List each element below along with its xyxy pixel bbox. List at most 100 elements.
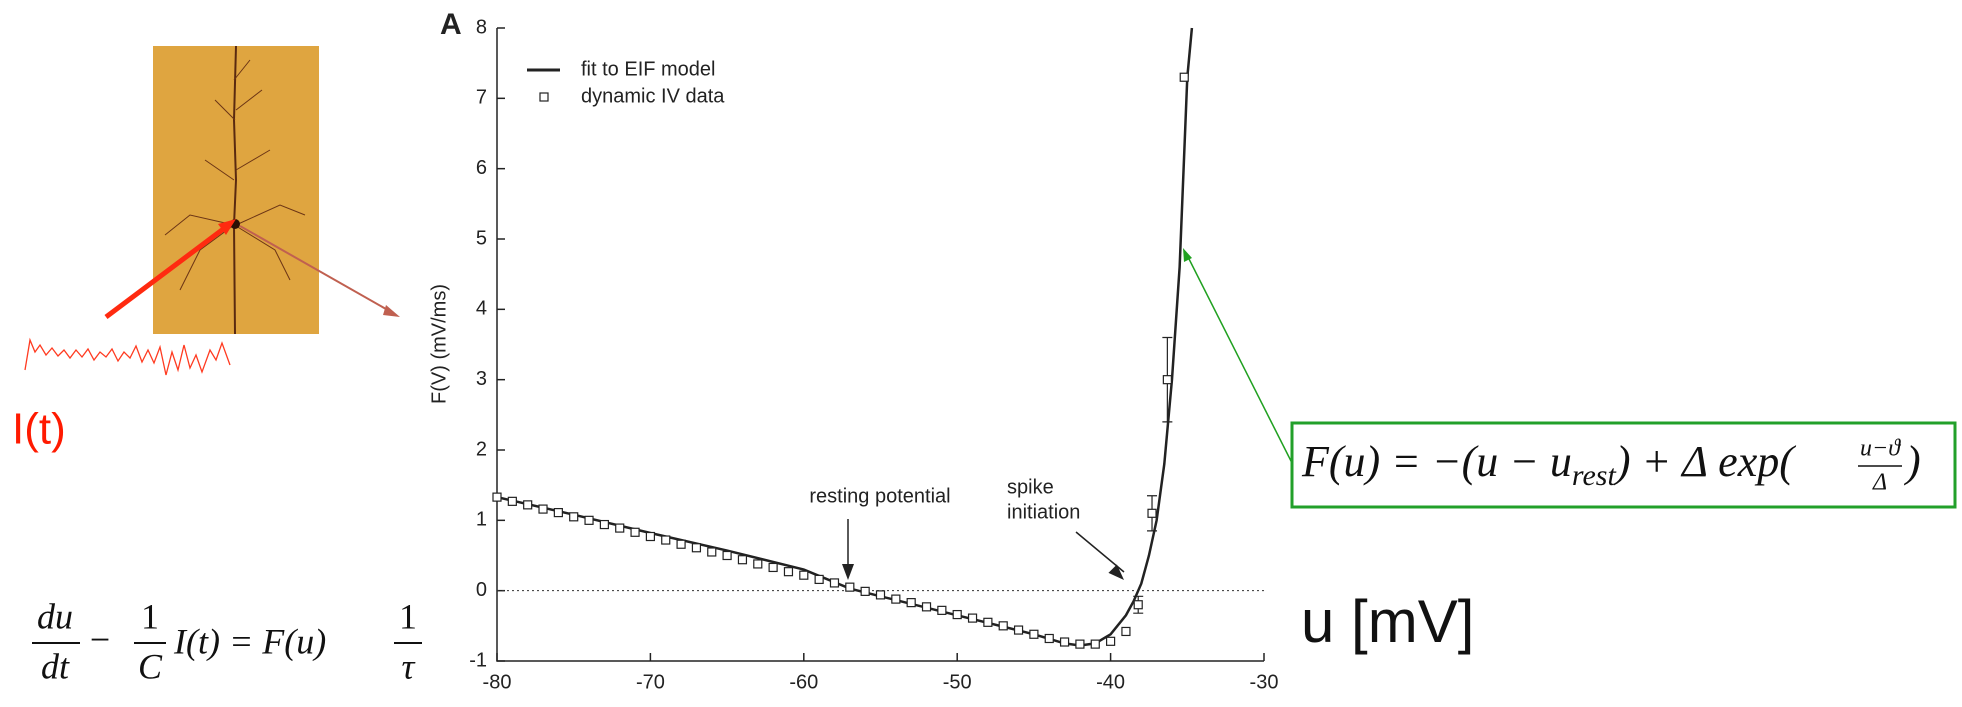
annotation: initiation xyxy=(1007,501,1080,523)
legend-marker xyxy=(539,92,549,102)
y-tick-label: 7 xyxy=(476,87,487,109)
data-point xyxy=(967,613,978,623)
model-fraction-top: u−ϑ xyxy=(1860,436,1901,462)
data-point xyxy=(1059,637,1070,647)
data-point xyxy=(906,598,916,608)
eq-den: C xyxy=(138,646,163,686)
input-arrowhead xyxy=(218,219,236,235)
data-point xyxy=(538,504,548,514)
data-point xyxy=(1075,639,1085,649)
data-point xyxy=(645,531,656,542)
eq-op: − xyxy=(90,619,110,659)
model-arrow xyxy=(1186,254,1293,464)
annotation-arrowhead xyxy=(842,564,854,580)
data-point xyxy=(768,562,778,573)
input-trace xyxy=(24,337,231,376)
data-point xyxy=(523,500,533,510)
y-tick-label: 4 xyxy=(476,298,487,320)
input-arrow xyxy=(104,225,228,319)
annotation: spike xyxy=(1007,476,1054,498)
data-point xyxy=(1090,639,1100,649)
output-arrowhead xyxy=(383,305,400,317)
model-part: F(u) = −(u − u xyxy=(1301,437,1572,486)
data-point xyxy=(1179,72,1189,82)
eq-num: 1 xyxy=(141,596,159,636)
legend-label: dynamic IV data xyxy=(581,85,725,107)
data-point xyxy=(891,594,901,604)
model-subscript: rest xyxy=(1572,459,1617,492)
annotation-arrow xyxy=(1075,531,1125,573)
model-arrowhead xyxy=(1183,248,1192,262)
y-tick-label: 6 xyxy=(476,157,487,179)
y-tick-label: 3 xyxy=(476,368,487,390)
y-tick-label: 5 xyxy=(476,227,487,249)
data-point xyxy=(691,543,702,553)
model-part: ) + Δ exp( xyxy=(1613,437,1796,486)
x-tick-label: -60 xyxy=(789,671,818,693)
data-point xyxy=(860,586,870,596)
annotation-arrowhead xyxy=(1108,564,1124,580)
data-point xyxy=(799,570,809,580)
output-arrow xyxy=(239,225,394,314)
data-point xyxy=(661,535,671,545)
axes xyxy=(496,28,1264,662)
chart-title: A xyxy=(440,8,462,41)
x-tick-label: -80 xyxy=(483,671,512,693)
data-point xyxy=(492,492,502,502)
data-point xyxy=(1133,600,1143,610)
x-tick-label: -50 xyxy=(943,671,972,693)
data-point xyxy=(584,515,594,525)
x-tick-label: -30 xyxy=(1250,671,1279,693)
x-tick-label: -70 xyxy=(636,671,665,693)
data-point xyxy=(783,567,794,577)
neuron-image xyxy=(153,45,319,335)
data-point xyxy=(845,582,855,592)
data-point xyxy=(737,555,748,565)
data-point xyxy=(998,621,1008,631)
data-point xyxy=(507,496,517,506)
data-point xyxy=(952,609,962,620)
data-point xyxy=(921,602,932,612)
data-point xyxy=(1013,625,1024,635)
data-point xyxy=(676,539,686,549)
neuron-equation: du dt − 1 C I(t) = F(u) 1 τ xyxy=(32,596,422,686)
data-point xyxy=(569,512,579,522)
y-tick-label: 1 xyxy=(476,509,487,531)
data-point xyxy=(707,547,717,557)
eq-den: dt xyxy=(41,646,70,686)
y-tick-label: 0 xyxy=(476,579,487,601)
x-tick-label: -40 xyxy=(1096,671,1125,693)
fit-line xyxy=(496,27,1194,647)
data-point xyxy=(983,617,993,627)
y-tick-label: 2 xyxy=(476,438,487,460)
data-point xyxy=(753,559,763,569)
data-point xyxy=(937,605,947,615)
data-point xyxy=(1044,633,1054,644)
y-tick-label: 8 xyxy=(476,16,487,38)
eq-num: 1 xyxy=(399,596,417,636)
data-point xyxy=(1121,626,1131,637)
data-point xyxy=(1029,629,1039,639)
model-fraction-bottom: Δ xyxy=(1872,470,1887,496)
data-point xyxy=(630,527,640,537)
eq-num: du xyxy=(37,596,73,636)
x-unit-label: u [mV] xyxy=(1301,588,1474,655)
model-equation: F(u) = −(u − urest) + Δ exp( xyxy=(1301,437,1796,492)
data-point xyxy=(814,574,824,585)
data-point xyxy=(829,578,840,588)
data-point xyxy=(553,507,563,518)
model-part: ) xyxy=(1903,437,1921,486)
data-point xyxy=(722,550,732,561)
data-point xyxy=(615,523,625,533)
model-box xyxy=(1290,421,1957,509)
y-axis-label: F(V) (mV/ms) xyxy=(428,284,450,404)
y-tick-label: -1 xyxy=(469,649,487,671)
eq-den: τ xyxy=(402,646,416,686)
data-point xyxy=(875,590,886,600)
legend-label: fit to EIF model xyxy=(581,58,716,80)
input-label: I(t) xyxy=(12,405,66,454)
eq-main: I(t) = F(u) xyxy=(173,621,326,661)
data-point xyxy=(1162,375,1172,385)
data-point xyxy=(599,519,609,530)
